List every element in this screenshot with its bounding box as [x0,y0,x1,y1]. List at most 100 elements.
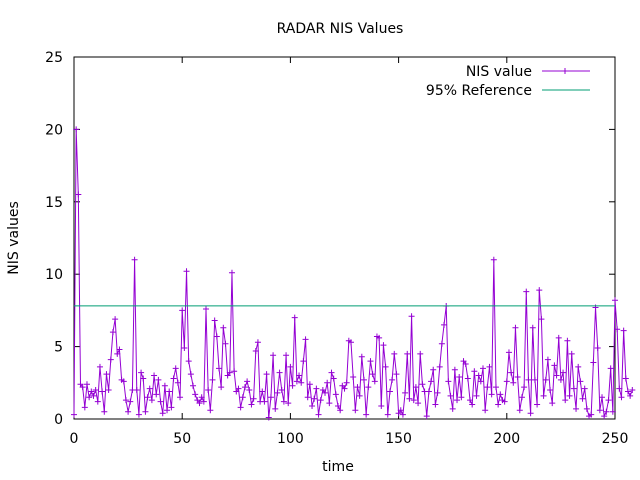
data-point [412,384,419,391]
data-point [120,378,127,385]
data-point [187,371,194,378]
data-point [380,342,387,349]
y-tick-label: 15 [45,195,63,211]
data-point [179,307,186,314]
data-point [484,384,491,391]
data-point [155,376,162,383]
legend-label-95-reference: 95% Reference [426,83,532,99]
data-point [618,394,625,401]
data-point [458,394,465,401]
data-point [402,389,409,396]
data-point [116,346,123,353]
data-point [371,378,378,385]
data-point [505,349,512,356]
data-point [627,392,634,399]
data-point [122,397,129,404]
data-point [560,369,567,376]
data-point [566,392,573,399]
data-point [211,317,218,324]
data-point [228,269,235,276]
data-point [581,385,588,392]
data-point [283,352,290,359]
data-point [614,326,621,333]
data-point [259,388,266,395]
data-point [425,388,432,395]
data-point [285,400,292,407]
data-point [423,413,430,420]
data-point [573,405,580,412]
data-point [410,397,417,404]
data-point [252,347,259,354]
data-point [313,385,320,392]
data-point [267,394,274,401]
data-point [568,350,575,357]
data-point [144,394,151,401]
data-point [109,329,116,336]
data-point [94,398,101,405]
data-point [101,408,108,415]
data-point [590,359,597,366]
data-point [213,333,220,340]
data-point [231,368,238,375]
data-point [378,402,385,409]
legend: NIS value 95% Reference [426,64,590,99]
data-point [510,379,517,386]
x-tick-label: 200 [493,431,520,447]
data-point [534,401,541,408]
data-point [218,384,225,391]
data-point [276,369,283,376]
data-point [192,391,199,398]
data-point [605,397,612,404]
data-point [525,376,532,383]
data-point [317,397,324,404]
data-point [501,398,508,405]
data-point [384,411,391,418]
data-point [125,408,132,415]
data-point [172,365,179,372]
data-point [274,389,281,396]
data-point [215,365,222,372]
data-point [464,375,471,382]
data-point [222,340,229,347]
data-point [352,407,359,414]
data-point [486,363,493,370]
data-point [157,398,164,405]
data-point [343,379,350,386]
data-point [148,397,155,404]
data-point [105,387,112,394]
data-point [536,287,543,294]
data-point [579,395,586,402]
data-point [332,391,339,398]
data-point [198,394,205,401]
data-point [350,374,357,381]
data-point [133,387,140,394]
data-point [432,401,439,408]
data-point [367,358,374,365]
data-point [408,313,415,320]
data-point [419,381,426,388]
data-point [497,391,504,398]
data-point [263,371,270,378]
data-point [341,385,348,392]
data-point [540,392,547,399]
data-point [196,400,203,407]
data-point [629,387,636,394]
data-point [270,352,277,359]
data-point [146,385,153,392]
data-point [389,376,396,383]
data-point [549,400,556,407]
y-tick-label: 5 [54,340,63,356]
data-point [430,366,437,373]
data-point [354,384,361,391]
data-point [272,405,279,412]
data-point [103,371,110,378]
data-point [475,372,482,379]
data-point [360,376,367,383]
chart-title: RADAR NIS Values [277,21,404,37]
data-point [181,345,188,352]
data-point [577,378,584,385]
data-point [326,400,333,407]
data-point [601,413,608,420]
x-tick-label: 0 [70,431,79,447]
data-point [557,376,564,383]
